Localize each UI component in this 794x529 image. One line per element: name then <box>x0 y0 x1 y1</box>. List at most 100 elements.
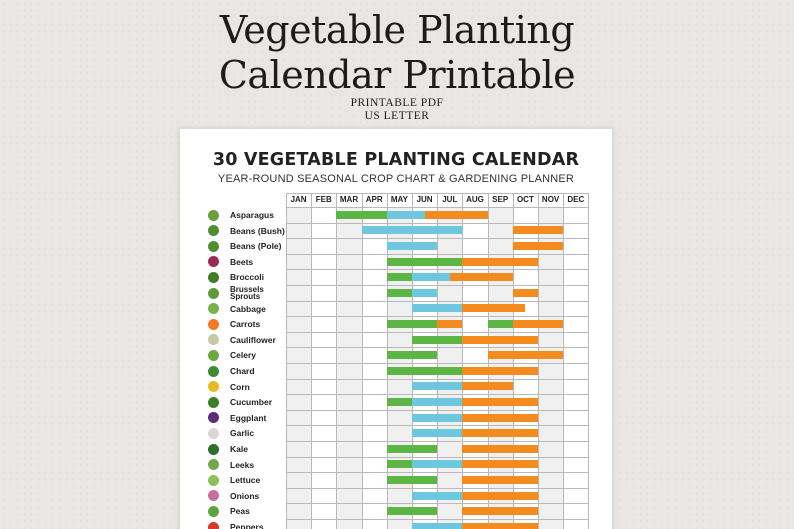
hero-subtitle-format: PRINTABLE PDF <box>350 97 444 109</box>
sow-bar <box>487 320 513 328</box>
grid-column-line <box>462 193 464 529</box>
month-header: SEP <box>492 195 509 204</box>
crop-label: Leeks <box>230 459 255 470</box>
grid-row-line <box>286 456 589 458</box>
grid-row-line <box>286 222 589 224</box>
grid-column-line <box>512 193 514 529</box>
grid-header-line <box>286 193 589 194</box>
crop-label: Garlic <box>230 428 255 439</box>
sprout-icon <box>208 287 219 299</box>
crop-label: Cabbage <box>230 303 266 314</box>
grid-row-line <box>286 472 589 474</box>
grid-row-line <box>286 316 589 318</box>
harvest-bar <box>462 257 538 266</box>
crop-label: Beans (Pole) <box>230 241 282 252</box>
crop-label: Beans (Bush) <box>230 225 285 236</box>
cucumber-icon <box>208 396 219 408</box>
bean-icon <box>208 225 219 237</box>
celery-icon <box>208 349 219 361</box>
sow-bar <box>386 398 412 406</box>
month-column-shade <box>336 207 362 529</box>
harvest-bar <box>512 226 564 235</box>
grid-row-line <box>286 300 589 302</box>
month-header: JUL <box>442 195 458 204</box>
harvest-bar <box>512 242 564 250</box>
month-header: JAN <box>290 195 307 204</box>
harvest-bar <box>462 507 538 516</box>
indoor-bar <box>412 522 463 529</box>
indoor-bar <box>412 304 463 313</box>
crop-label: Onions <box>230 490 260 501</box>
harvest-bar <box>462 382 513 391</box>
harvest-bar <box>437 320 463 328</box>
month-header: OCT <box>516 195 534 204</box>
asparagus-icon <box>208 209 219 221</box>
carrot-icon <box>208 318 219 330</box>
grid-row-line <box>286 487 589 489</box>
harvest-bar <box>462 413 538 422</box>
crop-label: Asparagus <box>230 210 274 220</box>
harvest-bar <box>462 444 538 453</box>
indoor-bar <box>412 429 463 438</box>
grid-row-line <box>286 253 589 255</box>
month-header: FEB <box>315 195 332 204</box>
grid-row-line <box>286 409 589 411</box>
harvest-bar <box>462 491 538 500</box>
crop-label: Cauliflower <box>230 334 276 345</box>
harvest-bar <box>449 273 513 282</box>
grid-column-line <box>286 193 287 529</box>
sheet-title: 30 VEGETABLE PLANTING CALENDAR <box>212 150 580 170</box>
grid-row-line <box>286 519 589 520</box>
sow-bar <box>336 210 387 219</box>
month-header: APR <box>365 195 383 204</box>
month-column-shade <box>538 207 564 529</box>
grid-column-line <box>412 193 413 529</box>
grid-column-line <box>538 193 539 529</box>
grid-row-line <box>286 285 589 286</box>
month-header: DEC <box>567 195 585 204</box>
calendar-sheet: 30 VEGETABLE PLANTING CALENDAR YEAR-ROUN… <box>180 129 612 529</box>
grid-row-line <box>286 238 589 240</box>
grid-row-line <box>286 207 589 208</box>
harvest-bar <box>424 210 488 219</box>
crop-label: Chard <box>230 366 255 376</box>
harvest-bar <box>512 288 538 297</box>
pea-icon <box>208 505 219 517</box>
month-header: MAR <box>339 195 359 204</box>
pepper-icon <box>208 521 219 529</box>
harvest-bar <box>462 335 538 344</box>
sow-bar <box>386 507 438 516</box>
sow-bar <box>386 460 412 469</box>
crop-label: Peas <box>230 506 250 517</box>
sow-bar <box>386 288 412 297</box>
sow-bar <box>386 476 438 484</box>
leek-icon <box>208 459 219 471</box>
broccoli-icon <box>208 271 219 283</box>
month-header: MAY <box>390 195 408 204</box>
grid-column-line <box>336 193 338 529</box>
indoor-bar <box>386 210 425 219</box>
grid-column-line <box>588 193 590 529</box>
crop-label: Carrots <box>230 319 261 330</box>
grid-column-line <box>311 193 313 529</box>
grid-row-line <box>286 331 589 333</box>
cauliflower-icon <box>208 334 219 346</box>
harvest-bar <box>487 351 564 360</box>
crop-label: Brussels Sprouts <box>230 284 264 301</box>
sow-bar <box>386 257 463 266</box>
crop-label: Peppers <box>230 522 264 529</box>
grid-row-line <box>286 441 589 442</box>
beet-icon <box>208 256 219 268</box>
hero-subtitle-size: US LETTER <box>364 110 430 122</box>
chard-icon <box>208 365 219 377</box>
sow-bar <box>386 273 412 282</box>
harvest-bar <box>462 429 538 438</box>
hero-title-line1: Vegetable Planting <box>219 8 575 52</box>
harvest-bar <box>512 320 564 328</box>
bean-icon <box>208 240 219 252</box>
crop-label: Corn <box>230 381 250 392</box>
indoor-bar <box>361 226 463 235</box>
harvest-bar <box>462 522 538 529</box>
indoor-bar <box>412 491 463 500</box>
month-header: JUN <box>416 195 433 204</box>
